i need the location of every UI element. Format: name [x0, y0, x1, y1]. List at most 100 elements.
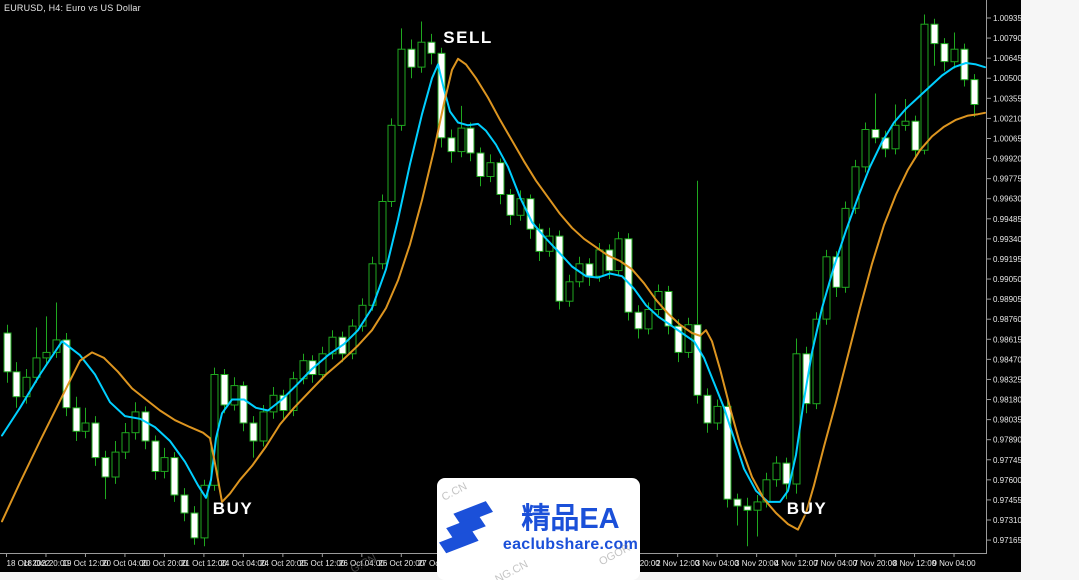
time-label: 7 Nov 20:00 [853, 559, 897, 568]
price-label: 0.98615 [993, 335, 1021, 344]
candle-body [723, 405, 732, 500]
time-label: 18 Oct 20:00 [23, 559, 69, 568]
chart-window[interactable]: 1.00935 1.00790 1.00645 1.00500 1.00355 1.002… [0, 0, 1021, 580]
price-label: 0.99485 [993, 215, 1021, 224]
candle-body [496, 162, 505, 195]
sell-signal-label: SELL [443, 28, 493, 47]
candle-body [387, 124, 396, 202]
candle-body [200, 484, 209, 539]
watermark-site: eaclubshare.com [502, 536, 639, 554]
candle-body [417, 41, 426, 68]
time-label: 18 Oct 2022 [7, 559, 51, 568]
candle-body [131, 411, 140, 434]
candle-body [634, 311, 643, 330]
candle-body [911, 120, 920, 151]
candle-body [644, 309, 653, 330]
candle-body [703, 394, 712, 424]
candle-body [674, 325, 683, 353]
price-label: 0.99050 [993, 275, 1021, 284]
watermark-brand: 精品EA [521, 502, 620, 535]
candle-body [279, 394, 288, 411]
candle-body [841, 207, 850, 288]
price-label: 1.00500 [993, 74, 1021, 83]
price-label: 0.98035 [993, 416, 1021, 425]
candle-body [466, 127, 475, 154]
time-label: 3 Nov 04:00 [696, 559, 740, 568]
price-label: 1.00210 [993, 114, 1021, 123]
price-label: 0.97890 [993, 436, 1021, 445]
candle-body [555, 235, 564, 302]
candle-body [901, 120, 910, 126]
fast-ma-line [1, 62, 986, 503]
time-label: 2 Nov 12:00 [656, 559, 700, 568]
candle-body [950, 48, 959, 63]
candle-body [605, 249, 614, 272]
candle-body [871, 129, 880, 139]
candle-body [891, 124, 900, 150]
candle-body [851, 166, 860, 209]
candle-body [772, 462, 781, 481]
price-label: 0.97455 [993, 496, 1021, 505]
price-label: 0.98470 [993, 355, 1021, 364]
candle-body [614, 238, 623, 272]
price-label: 0.99195 [993, 255, 1021, 264]
candle-body [713, 405, 722, 424]
candle-body [190, 512, 199, 539]
candle-body [141, 411, 150, 442]
time-label: 26 Oct 04:00 [339, 559, 385, 568]
watermark-text: 精品EA eaclubshare.com [502, 502, 639, 554]
candle-body [920, 23, 929, 151]
candle-body [565, 281, 574, 302]
candle-body [170, 457, 179, 496]
price-label: 0.97600 [993, 476, 1021, 485]
price-label: 1.00065 [993, 134, 1021, 143]
time-label: 26 Oct 20:00 [378, 559, 424, 568]
price-label: 0.99630 [993, 195, 1021, 204]
price-label: 0.98905 [993, 295, 1021, 304]
candle-body [861, 129, 870, 168]
candle-body [595, 249, 604, 277]
candle-body [753, 501, 762, 511]
time-label: 21 Oct 12:00 [181, 559, 227, 568]
candle-body [12, 371, 21, 398]
candle-body [457, 127, 466, 153]
time-label: 9 Nov 04:00 [932, 559, 976, 568]
candle-body [802, 353, 811, 405]
candle-body [654, 291, 663, 310]
buy-signal-label: BUY [212, 499, 254, 518]
time-label: 20 Oct 04:00 [102, 559, 148, 568]
candle-body [397, 48, 406, 126]
price-label: 0.99340 [993, 235, 1021, 244]
candle-body [733, 498, 742, 507]
candle-body [782, 462, 791, 485]
candle-body [693, 324, 702, 396]
candle-body [81, 422, 90, 432]
price-label: 0.99775 [993, 175, 1021, 184]
candle-body [160, 457, 169, 472]
watermark-card: 精品EA eaclubshare.com [437, 478, 640, 580]
candle-body [180, 494, 189, 514]
candle-body [743, 505, 752, 511]
time-label: 20 Oct 20:00 [142, 559, 188, 568]
price-label: 0.97165 [993, 536, 1021, 545]
candle-body [792, 353, 801, 485]
candle-body [72, 407, 81, 432]
candle-body [535, 228, 544, 252]
candle-body [52, 339, 61, 353]
price-label: 1.00645 [993, 54, 1021, 63]
time-label: 7 Nov 04:00 [814, 559, 858, 568]
candle-body [230, 385, 239, 406]
chart-title: EURUSD, H4: Euro vs US Dollar [4, 3, 141, 13]
candle-body [239, 385, 248, 424]
price-label: 1.00355 [993, 94, 1021, 103]
price-label: 0.98325 [993, 375, 1021, 384]
plot-area[interactable]: 1.00935 1.00790 1.00645 1.00500 1.00355 1.002… [0, 0, 1021, 572]
candle-body [624, 238, 633, 313]
time-label: 8 Nov 12:00 [893, 559, 937, 568]
candle-body [151, 440, 160, 472]
time-label: 24 Oct 04:00 [220, 559, 266, 568]
candle-body [585, 263, 594, 277]
candle-body [822, 256, 831, 320]
candle-body [91, 422, 100, 459]
candle-body [970, 79, 979, 105]
